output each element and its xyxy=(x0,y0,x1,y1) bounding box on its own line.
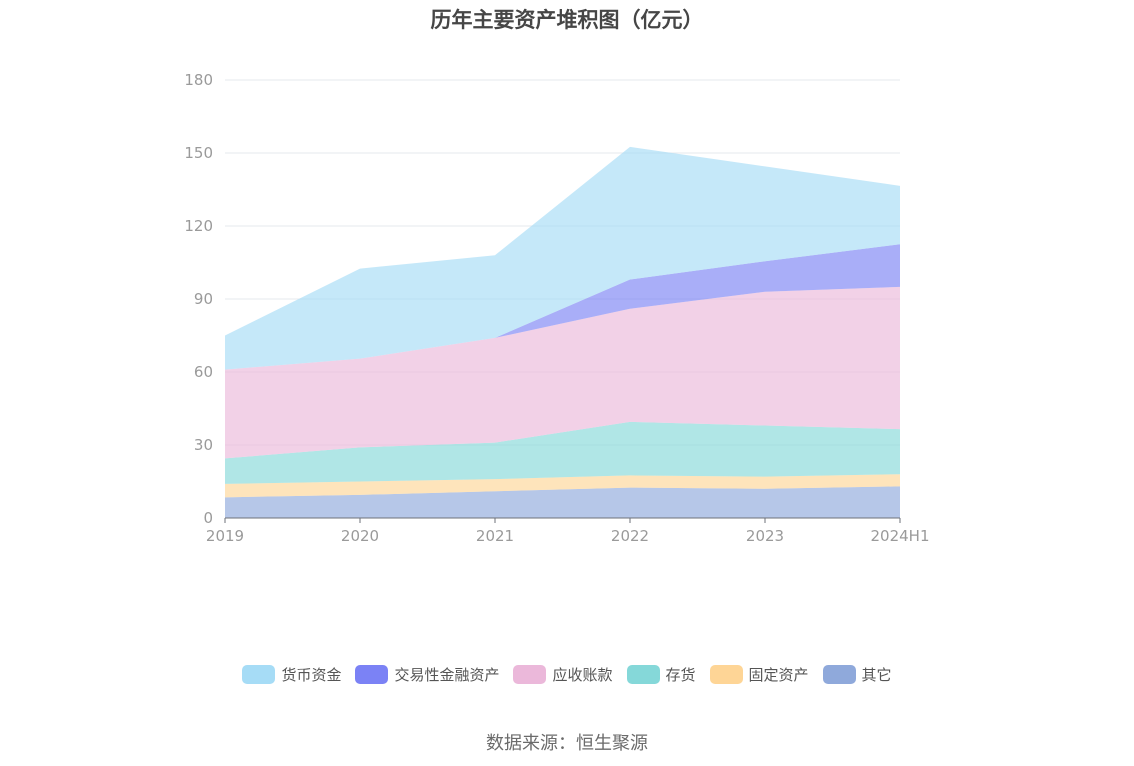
legend-label: 应收账款 xyxy=(552,666,613,684)
legend-item[interactable]: 固定资产 xyxy=(709,664,809,685)
stacked-area-chart: 0 30 60 90 120 150 180 2019 2020 2021 2022 2023 2024… xyxy=(184,71,929,545)
x-tick-label: 2019 xyxy=(206,527,244,545)
legend-item[interactable]: 其它 xyxy=(822,664,892,685)
area-series-3[interactable] xyxy=(225,286,900,459)
axis-layer: 0 30 60 90 120 150 180 2019 2020 2021 2022 2023 2024… xyxy=(184,71,929,545)
y-tick-label: 150 xyxy=(184,144,213,162)
legend-item[interactable]: 货币资金 xyxy=(242,664,341,685)
legend-label: 存货 xyxy=(665,666,696,684)
chart-title: 历年主要资产堆积图（亿元） xyxy=(430,8,704,32)
area-series-5[interactable] xyxy=(225,146,900,370)
area-layer xyxy=(225,146,900,518)
legend-label: 固定资产 xyxy=(748,666,809,684)
legend-label: 交易性金融资产 xyxy=(394,666,500,684)
legend-swatch xyxy=(355,665,389,684)
legend-swatch xyxy=(626,665,660,684)
legend-swatch xyxy=(513,665,547,684)
x-tick-label: 2020 xyxy=(341,527,379,545)
legend-item[interactable]: 应收账款 xyxy=(513,664,613,685)
y-tick-label: 0 xyxy=(203,509,213,527)
data-source: 数据来源：恒生聚源 xyxy=(486,733,648,754)
legend: 货币资金 交易性金融资产 应收账款 存货 固定资产 其它 xyxy=(0,664,1134,685)
y-tick-label: 90 xyxy=(194,290,213,308)
y-tick-label: 180 xyxy=(184,71,213,89)
x-tick-label: 2024H1 xyxy=(871,527,930,545)
x-tick-label: 2023 xyxy=(746,527,784,545)
area-series-1[interactable] xyxy=(225,474,900,498)
area-series-2[interactable] xyxy=(225,421,900,484)
y-tick-label: 120 xyxy=(184,217,213,235)
y-tick-label: 30 xyxy=(194,436,213,454)
legend-label: 其它 xyxy=(861,666,892,684)
y-tick-label: 60 xyxy=(194,363,213,381)
legend-swatch xyxy=(709,665,743,684)
legend-item[interactable]: 交易性金融资产 xyxy=(355,664,499,685)
legend-label: 货币资金 xyxy=(281,666,342,684)
legend-item[interactable]: 存货 xyxy=(626,664,696,685)
area-series-4[interactable] xyxy=(225,244,900,370)
legend-swatch xyxy=(822,665,856,684)
x-tick-label: 2021 xyxy=(476,527,514,545)
x-tick-label: 2022 xyxy=(611,527,649,545)
area-series-0[interactable] xyxy=(225,486,900,518)
legend-swatch xyxy=(242,665,276,684)
